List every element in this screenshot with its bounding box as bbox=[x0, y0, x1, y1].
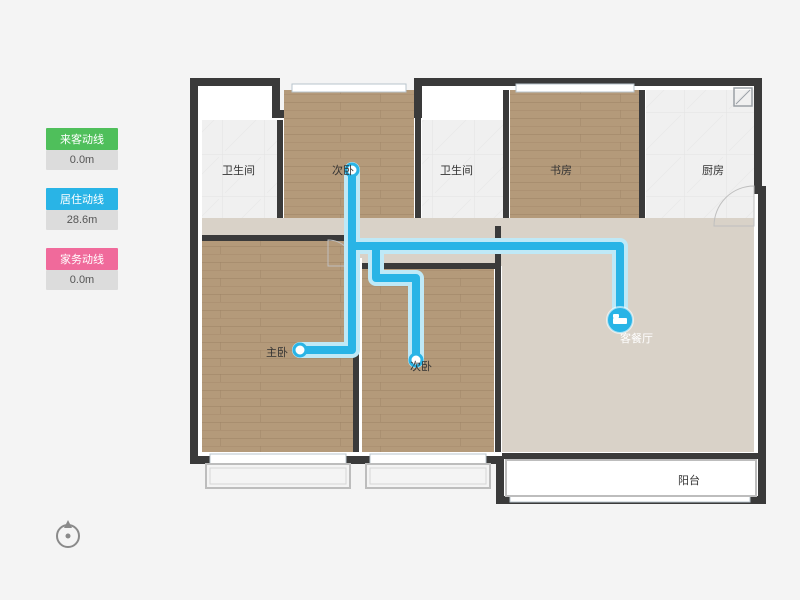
balcony bbox=[506, 460, 756, 496]
legend-row-guest: 来客动线 0.0m bbox=[46, 128, 118, 170]
floor-plan: 卫生间次卧卫生间书房厨房主卧次卧客餐厅阳台 bbox=[180, 70, 770, 518]
room-label-bed2a: 次卧 bbox=[332, 163, 354, 177]
balcony-rail-inner bbox=[210, 468, 346, 484]
compass-icon bbox=[50, 514, 86, 550]
legend-value: 0.0m bbox=[46, 150, 118, 170]
legend-row-living: 居住动线 28.6m bbox=[46, 188, 118, 230]
room-bed2b bbox=[362, 266, 494, 452]
legend-label: 来客动线 bbox=[46, 128, 118, 150]
room-label-bed2b: 次卧 bbox=[410, 359, 432, 373]
room-label-bath2: 卫生间 bbox=[440, 163, 473, 177]
legend-label: 家务动线 bbox=[46, 248, 118, 270]
legend: 来客动线 0.0m 居住动线 28.6m 家务动线 0.0m bbox=[46, 128, 118, 308]
path-endpoint bbox=[294, 344, 306, 356]
legend-row-chore: 家务动线 0.0m bbox=[46, 248, 118, 290]
legend-label: 居住动线 bbox=[46, 188, 118, 210]
room-label-kitchen: 厨房 bbox=[702, 164, 724, 177]
legend-value: 28.6m bbox=[46, 210, 118, 230]
window bbox=[516, 84, 634, 92]
room-label-balcony: 阳台 bbox=[678, 473, 700, 487]
window bbox=[210, 454, 346, 464]
window bbox=[292, 84, 406, 92]
room-kitchen bbox=[646, 90, 754, 218]
room-label-living: 客餐厅 bbox=[620, 331, 653, 345]
room-label-master: 主卧 bbox=[266, 346, 288, 359]
room-study bbox=[510, 90, 640, 218]
room-label-study: 书房 bbox=[550, 164, 572, 177]
balcony-rail-inner bbox=[370, 468, 486, 484]
living-path-icon bbox=[607, 307, 633, 333]
room-label-bath1: 卫生间 bbox=[222, 163, 255, 177]
legend-value: 0.0m bbox=[46, 270, 118, 290]
window bbox=[370, 454, 486, 464]
